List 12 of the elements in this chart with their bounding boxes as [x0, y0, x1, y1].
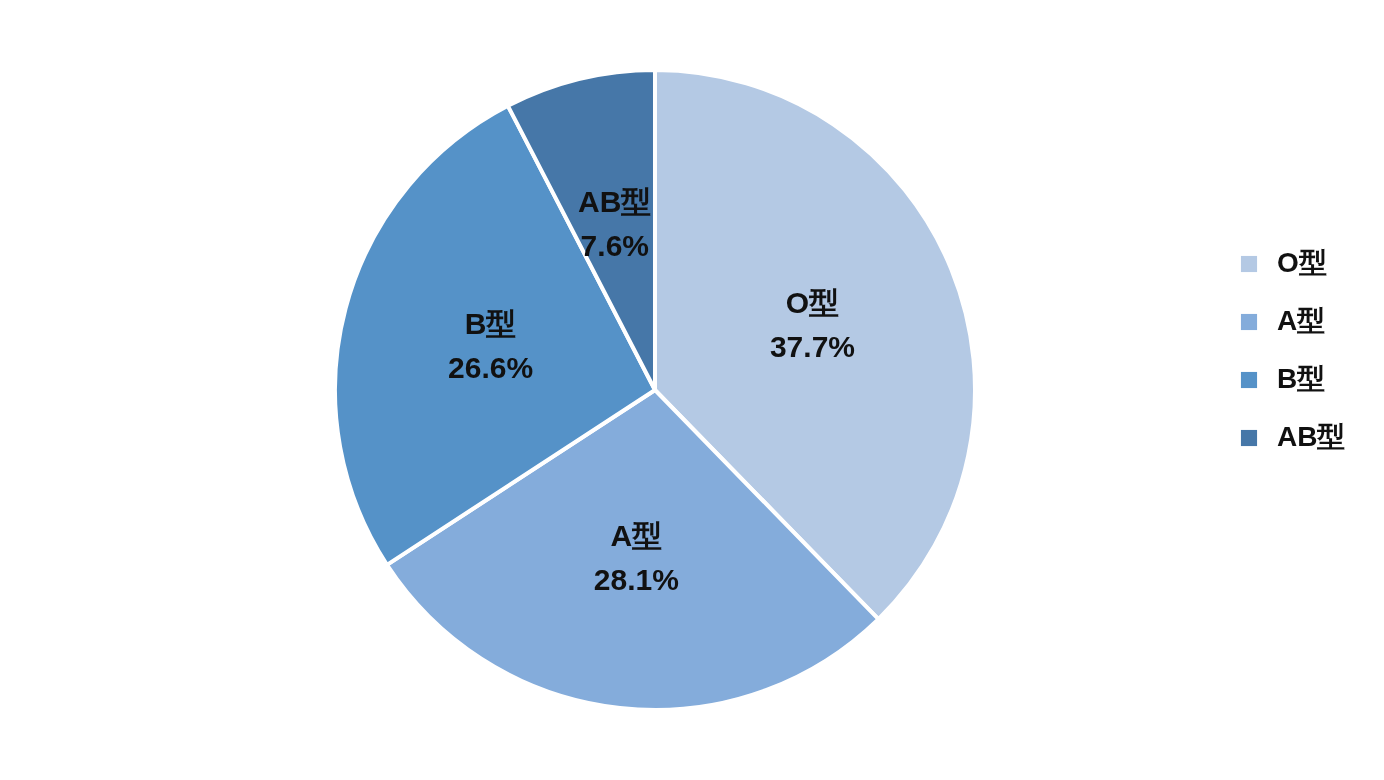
- legend-label: A型: [1277, 305, 1326, 336]
- slice-label: AB型: [578, 184, 652, 218]
- data-label: 28.1%: [593, 562, 679, 596]
- data-label: 26.6%: [448, 350, 534, 384]
- slice-label: B型: [464, 306, 517, 340]
- legend-label: B型: [1277, 363, 1326, 394]
- legend-label: O型: [1277, 247, 1327, 278]
- data-label: 37.7%: [769, 329, 855, 363]
- slice-label: A型: [610, 518, 663, 552]
- slice-label: O型: [785, 285, 840, 319]
- legend-label: AB型: [1277, 421, 1346, 452]
- data-label: 7.6%: [580, 228, 649, 262]
